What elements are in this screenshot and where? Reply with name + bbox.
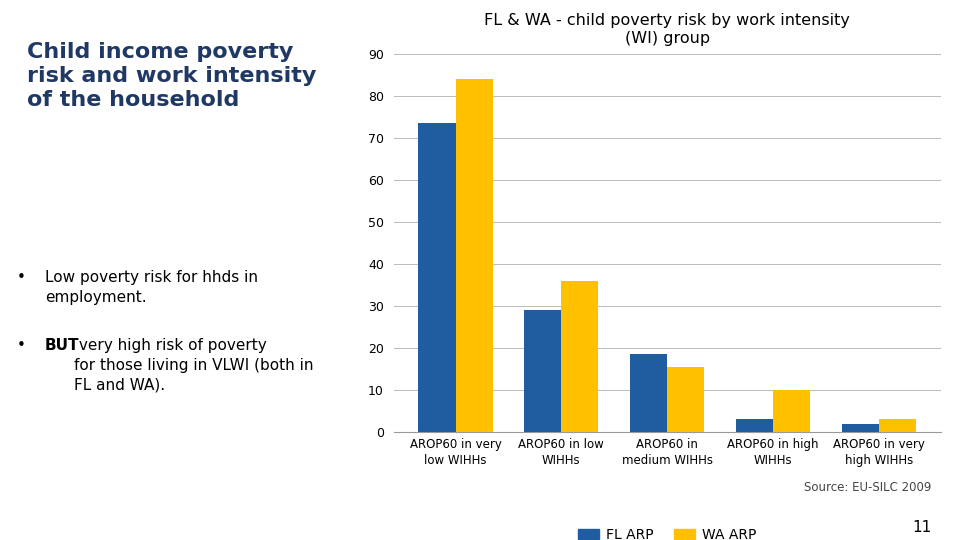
Bar: [879, 418, 916, 432]
Text: •: •: [16, 270, 26, 285]
Text: 11: 11: [912, 519, 931, 535]
Text: BUT: BUT: [45, 338, 80, 353]
Bar: [842, 423, 879, 432]
Text: Low poverty risk for hhds in
employment.: Low poverty risk for hhds in employment.: [45, 270, 258, 305]
Bar: [630, 354, 667, 432]
Text: •: •: [16, 338, 26, 353]
Legend: FL ARP, WA ARP: FL ARP, WA ARP: [572, 522, 762, 540]
Bar: [419, 123, 455, 432]
Text: Source: EU-SILC 2009: Source: EU-SILC 2009: [804, 481, 931, 494]
Text: very high risk of poverty
for those living in VLWI (both in
FL and WA).: very high risk of poverty for those livi…: [74, 338, 313, 393]
Bar: [667, 367, 705, 432]
Title: FL & WA - child poverty risk by work intensity
(WI) group: FL & WA - child poverty risk by work int…: [484, 14, 851, 46]
Bar: [773, 390, 810, 432]
Bar: [736, 418, 773, 432]
Bar: [455, 79, 492, 432]
Bar: [562, 281, 598, 432]
Bar: [524, 310, 562, 432]
Text: Child income poverty
risk and work intensity
of the household: Child income poverty risk and work inten…: [27, 42, 317, 110]
